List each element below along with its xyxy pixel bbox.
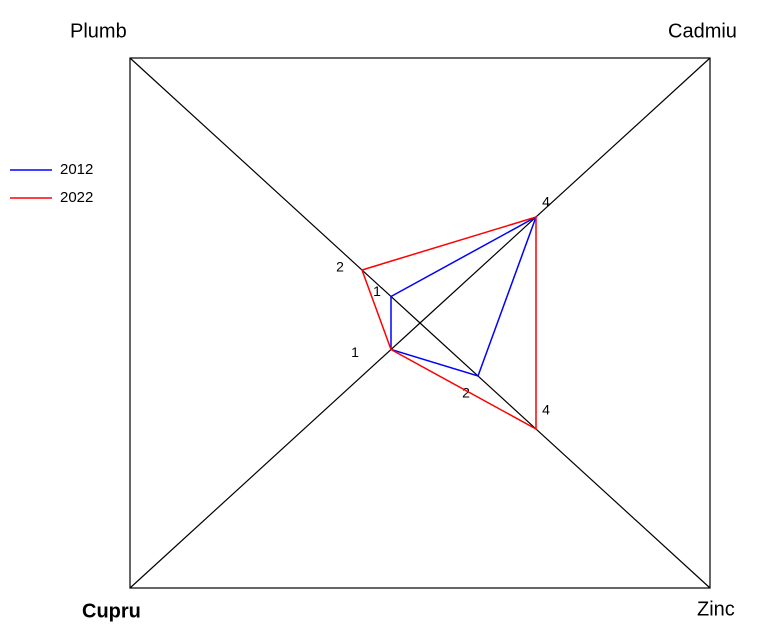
value-label: 4 xyxy=(542,194,550,210)
axis-line xyxy=(129,57,421,324)
axis-line xyxy=(129,322,421,589)
axis-label: Cadmiu xyxy=(668,20,737,42)
value-label: 1 xyxy=(351,344,359,360)
legend-label: 2022 xyxy=(60,189,93,206)
axis-label: Plumb xyxy=(70,20,127,42)
axis-label: Cupru xyxy=(82,600,141,622)
value-label: 4 xyxy=(542,402,550,418)
value-label: 1 xyxy=(373,283,381,299)
value-label: 2 xyxy=(336,259,344,275)
radar-line xyxy=(390,215,538,377)
axis-line xyxy=(419,57,711,324)
axis-label: Zinc xyxy=(697,598,735,620)
radar-line xyxy=(361,215,537,431)
frame xyxy=(129,57,711,589)
value-label: 2 xyxy=(462,385,470,401)
axis-line xyxy=(419,322,711,589)
legend-label: 2012 xyxy=(60,161,93,178)
